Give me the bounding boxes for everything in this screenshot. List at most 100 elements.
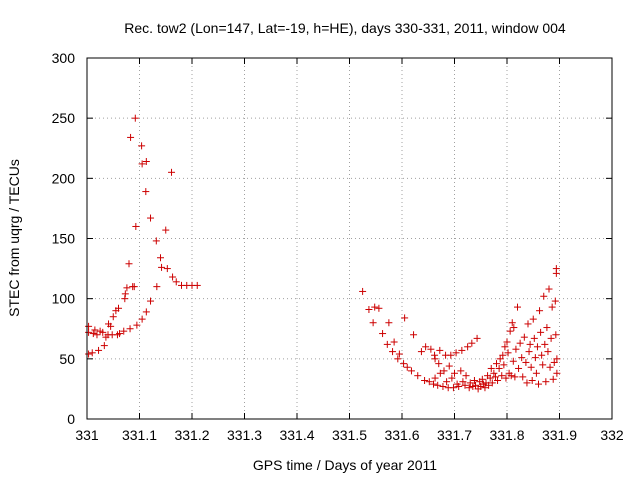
x-tick-label: 331.4 [279, 427, 314, 443]
data-point [88, 349, 96, 357]
data-point [445, 362, 453, 370]
data-point [532, 369, 540, 377]
data-point [132, 222, 140, 230]
data-point [431, 355, 439, 363]
data-point [547, 334, 555, 342]
x-tick-label: 331.8 [489, 427, 524, 443]
data-point [548, 303, 556, 311]
data-point [95, 346, 103, 354]
data-point [99, 328, 107, 336]
data-point [365, 305, 373, 313]
data-point [511, 373, 519, 381]
data-point [85, 322, 93, 330]
data-point [147, 214, 155, 222]
data-point [545, 285, 553, 293]
data-point [369, 319, 377, 327]
data-point [121, 295, 129, 303]
data-point [509, 357, 517, 365]
data-point [551, 297, 559, 305]
data-point [383, 340, 391, 348]
data-point [553, 369, 561, 377]
data-point [125, 260, 133, 268]
data-point [153, 283, 161, 291]
x-tick-label: 331.3 [227, 427, 262, 443]
data-point [507, 372, 515, 380]
data-point [448, 374, 456, 382]
data-point [552, 265, 560, 273]
data-point [425, 378, 433, 386]
data-point [394, 355, 402, 363]
data-point [116, 330, 124, 338]
x-tick-label: 331 [75, 427, 99, 443]
data-point [550, 358, 558, 366]
data-point [529, 315, 537, 323]
data-point [421, 376, 429, 384]
y-tick-label: 150 [52, 231, 76, 247]
data-point [459, 378, 467, 386]
data-point [401, 314, 409, 322]
y-tick-label: 300 [52, 50, 76, 66]
data-point [403, 363, 411, 371]
data-point [449, 384, 457, 392]
y-tick-label: 100 [52, 291, 76, 307]
data-point [439, 383, 447, 391]
data-point [487, 364, 495, 372]
data-point [491, 373, 499, 381]
data-point [147, 297, 155, 305]
data-point [515, 364, 523, 372]
data-point [126, 325, 134, 333]
data-point [89, 330, 97, 338]
data-point [430, 380, 437, 388]
data-point [127, 133, 135, 141]
data-point [495, 364, 503, 372]
data-point [472, 381, 479, 389]
x-tick-label: 331.5 [332, 427, 367, 443]
data-point [496, 355, 504, 363]
data-point [533, 343, 541, 351]
data-point [457, 367, 465, 375]
data-point [172, 278, 180, 286]
data-point [168, 168, 176, 176]
y-tick-label: 50 [59, 351, 75, 367]
data-point [417, 348, 425, 356]
data-point [493, 360, 500, 368]
data-point [499, 351, 507, 359]
data-point [435, 360, 443, 368]
grid-lines [87, 58, 612, 419]
data-point [121, 290, 129, 298]
x-tick-label: 331.2 [174, 427, 209, 443]
data-point [508, 319, 516, 327]
data-point [85, 350, 93, 358]
data-point [452, 349, 460, 357]
data-point [531, 354, 539, 362]
data-point [524, 320, 532, 328]
data-point [138, 315, 146, 323]
data-point [544, 348, 552, 356]
data-point [440, 367, 448, 375]
data-point [142, 157, 150, 165]
data-point [528, 376, 536, 384]
data-point [434, 381, 442, 389]
data-point [447, 351, 455, 359]
data-point [410, 331, 418, 339]
data-point [516, 339, 524, 347]
data-point [130, 283, 138, 291]
y-tick-label: 0 [67, 411, 75, 427]
data-point [455, 383, 463, 391]
data-point [466, 379, 474, 387]
data-point [407, 367, 415, 375]
data-point [498, 372, 506, 380]
data-point [163, 265, 171, 273]
data-point [451, 369, 458, 377]
data-point [158, 263, 166, 271]
data-point [526, 340, 534, 348]
data-point [523, 379, 531, 387]
data-point [131, 114, 139, 122]
data-point [473, 334, 481, 342]
data-point [458, 346, 466, 354]
data-point [486, 374, 494, 382]
data-point [91, 326, 99, 334]
data-point [123, 284, 131, 292]
x-tick-label: 331.7 [437, 427, 472, 443]
